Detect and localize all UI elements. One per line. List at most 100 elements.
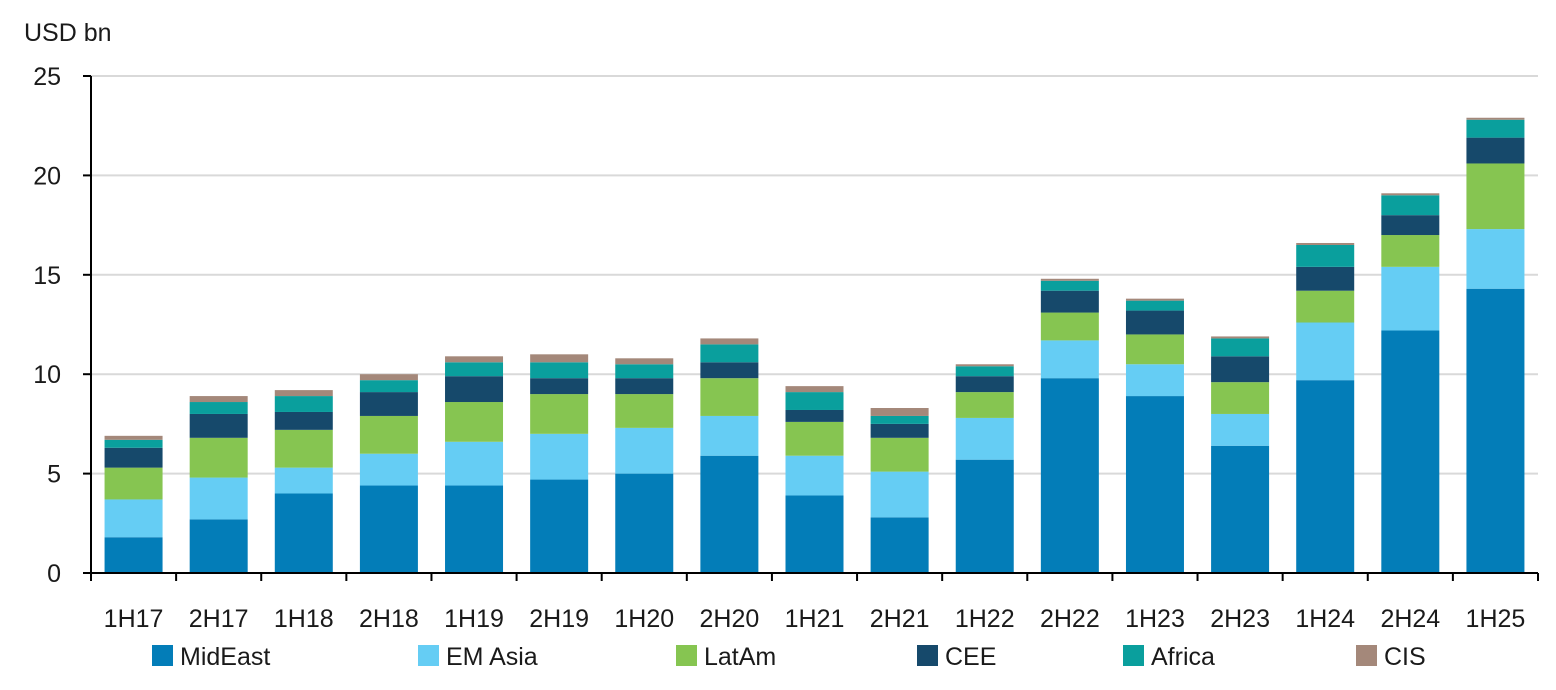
bar-em-asia-1H19 bbox=[445, 441, 504, 486]
bar-cis-2H22 bbox=[1040, 278, 1099, 281]
bar-latam-2H17 bbox=[189, 437, 248, 478]
bar-mideast-2H22 bbox=[1040, 378, 1099, 573]
bar-cee-2H18 bbox=[359, 392, 418, 416]
bar-africa-1H20 bbox=[615, 364, 674, 379]
bar-cis-2H23 bbox=[1211, 336, 1270, 339]
x-tick-label-2H22: 2H22 bbox=[1040, 605, 1100, 633]
bar-cee-2H24 bbox=[1381, 215, 1440, 236]
x-tick-label-1H22: 1H22 bbox=[955, 605, 1015, 633]
y-tick-label-25: 25 bbox=[33, 63, 61, 91]
x-tick-label-1H19: 1H19 bbox=[444, 605, 504, 633]
bar-mideast-2H18 bbox=[359, 485, 418, 573]
y-tick-label-5: 5 bbox=[47, 461, 61, 489]
bar-em-asia-1H24 bbox=[1296, 322, 1355, 381]
bar-cee-2H17 bbox=[189, 413, 248, 438]
bar-africa-2H24 bbox=[1381, 195, 1440, 216]
bar-latam-1H21 bbox=[785, 421, 844, 456]
bar-mideast-1H21 bbox=[785, 495, 844, 573]
bar-stack-1H23 bbox=[1125, 298, 1184, 573]
bar-em-asia-2H23 bbox=[1211, 413, 1270, 446]
bar-mideast-1H19 bbox=[445, 485, 504, 573]
bar-cis-2H21 bbox=[870, 408, 929, 416]
bar-stack-1H21 bbox=[785, 386, 844, 573]
bar-cee-2H23 bbox=[1211, 356, 1270, 383]
bar-cis-1H17 bbox=[104, 435, 163, 440]
bar-africa-1H21 bbox=[785, 392, 844, 410]
bar-em-asia-2H19 bbox=[530, 433, 589, 480]
x-tick-label-1H17: 1H17 bbox=[104, 605, 164, 633]
bar-mideast-2H17 bbox=[189, 519, 248, 573]
bar-africa-1H19 bbox=[445, 362, 504, 377]
y-tick-label-15: 15 bbox=[33, 262, 61, 290]
bar-cis-1H25 bbox=[1466, 117, 1525, 120]
bar-africa-1H22 bbox=[955, 366, 1014, 377]
legend-swatch bbox=[418, 645, 439, 666]
bar-stack-1H17 bbox=[104, 435, 163, 573]
legend-item-latam: LatAm bbox=[676, 643, 776, 671]
bar-mideast-1H25 bbox=[1466, 288, 1525, 573]
bar-mideast-1H18 bbox=[274, 493, 333, 573]
bar-em-asia-1H18 bbox=[274, 467, 333, 494]
bar-em-asia-1H21 bbox=[785, 455, 844, 496]
x-tick-label-1H24: 1H24 bbox=[1295, 605, 1355, 633]
bar-mideast-2H20 bbox=[700, 455, 759, 573]
bar-cee-1H20 bbox=[615, 378, 674, 395]
legend-label: LatAm bbox=[704, 643, 776, 671]
bar-latam-1H24 bbox=[1296, 290, 1355, 323]
bar-africa-2H22 bbox=[1040, 280, 1099, 291]
bar-africa-2H18 bbox=[359, 380, 418, 393]
bar-cis-2H24 bbox=[1381, 193, 1440, 196]
bar-cis-2H20 bbox=[700, 338, 759, 345]
bar-cis-2H19 bbox=[530, 354, 589, 363]
bar-cee-2H20 bbox=[700, 362, 759, 379]
bar-mideast-2H23 bbox=[1211, 445, 1270, 573]
bar-africa-1H17 bbox=[104, 439, 163, 448]
bar-em-asia-2H18 bbox=[359, 453, 418, 486]
bar-latam-2H19 bbox=[530, 394, 589, 434]
bar-stack-2H19 bbox=[530, 354, 589, 573]
bar-africa-1H24 bbox=[1296, 244, 1355, 267]
bar-stack-2H17 bbox=[189, 396, 248, 573]
legend-swatch bbox=[676, 645, 697, 666]
bar-latam-1H17 bbox=[104, 467, 163, 500]
bar-cee-2H19 bbox=[530, 378, 589, 395]
bar-stack-2H21 bbox=[870, 408, 929, 573]
bar-mideast-1H20 bbox=[615, 473, 674, 573]
bar-africa-1H25 bbox=[1466, 119, 1525, 138]
bars bbox=[104, 117, 1525, 573]
bar-cee-1H19 bbox=[445, 376, 504, 403]
bar-africa-2H20 bbox=[700, 344, 759, 363]
bar-africa-2H21 bbox=[870, 415, 929, 424]
legend-label: CIS bbox=[1384, 643, 1426, 671]
bar-cis-1H20 bbox=[615, 358, 674, 365]
bar-africa-2H17 bbox=[189, 402, 248, 414]
bar-mideast-2H24 bbox=[1381, 330, 1440, 573]
bar-em-asia-1H22 bbox=[955, 417, 1014, 460]
legend-item-cis: CIS bbox=[1356, 643, 1426, 671]
bar-cee-1H18 bbox=[274, 411, 333, 430]
bar-latam-1H20 bbox=[615, 394, 674, 428]
bar-stack-2H18 bbox=[359, 374, 418, 573]
bar-em-asia-2H24 bbox=[1381, 266, 1440, 331]
bar-em-asia-2H21 bbox=[870, 471, 929, 518]
legend-item-africa: Africa bbox=[1123, 643, 1215, 671]
bar-latam-1H22 bbox=[955, 392, 1014, 418]
legend-swatch bbox=[152, 645, 173, 666]
bar-em-asia-2H20 bbox=[700, 415, 759, 456]
x-tick-label-1H18: 1H18 bbox=[274, 605, 334, 633]
x-tick-label-2H19: 2H19 bbox=[529, 605, 589, 633]
bar-stack-1H20 bbox=[615, 358, 674, 573]
bar-mideast-2H19 bbox=[530, 479, 589, 573]
bar-cee-1H21 bbox=[785, 409, 844, 422]
legend: MidEast EM Asia LatAm CEE Africa CIS bbox=[152, 643, 1426, 671]
bar-cis-2H18 bbox=[359, 374, 418, 381]
y-tick-label-10: 10 bbox=[33, 361, 61, 389]
x-tick-label-2H23: 2H23 bbox=[1210, 605, 1270, 633]
bar-africa-2H19 bbox=[530, 362, 589, 379]
x-tick-label-2H21: 2H21 bbox=[870, 605, 930, 633]
y-tick-label-0: 0 bbox=[47, 560, 61, 588]
legend-item-cee: CEE bbox=[917, 643, 996, 671]
bar-latam-1H19 bbox=[445, 402, 504, 442]
bar-cis-1H18 bbox=[274, 390, 333, 397]
